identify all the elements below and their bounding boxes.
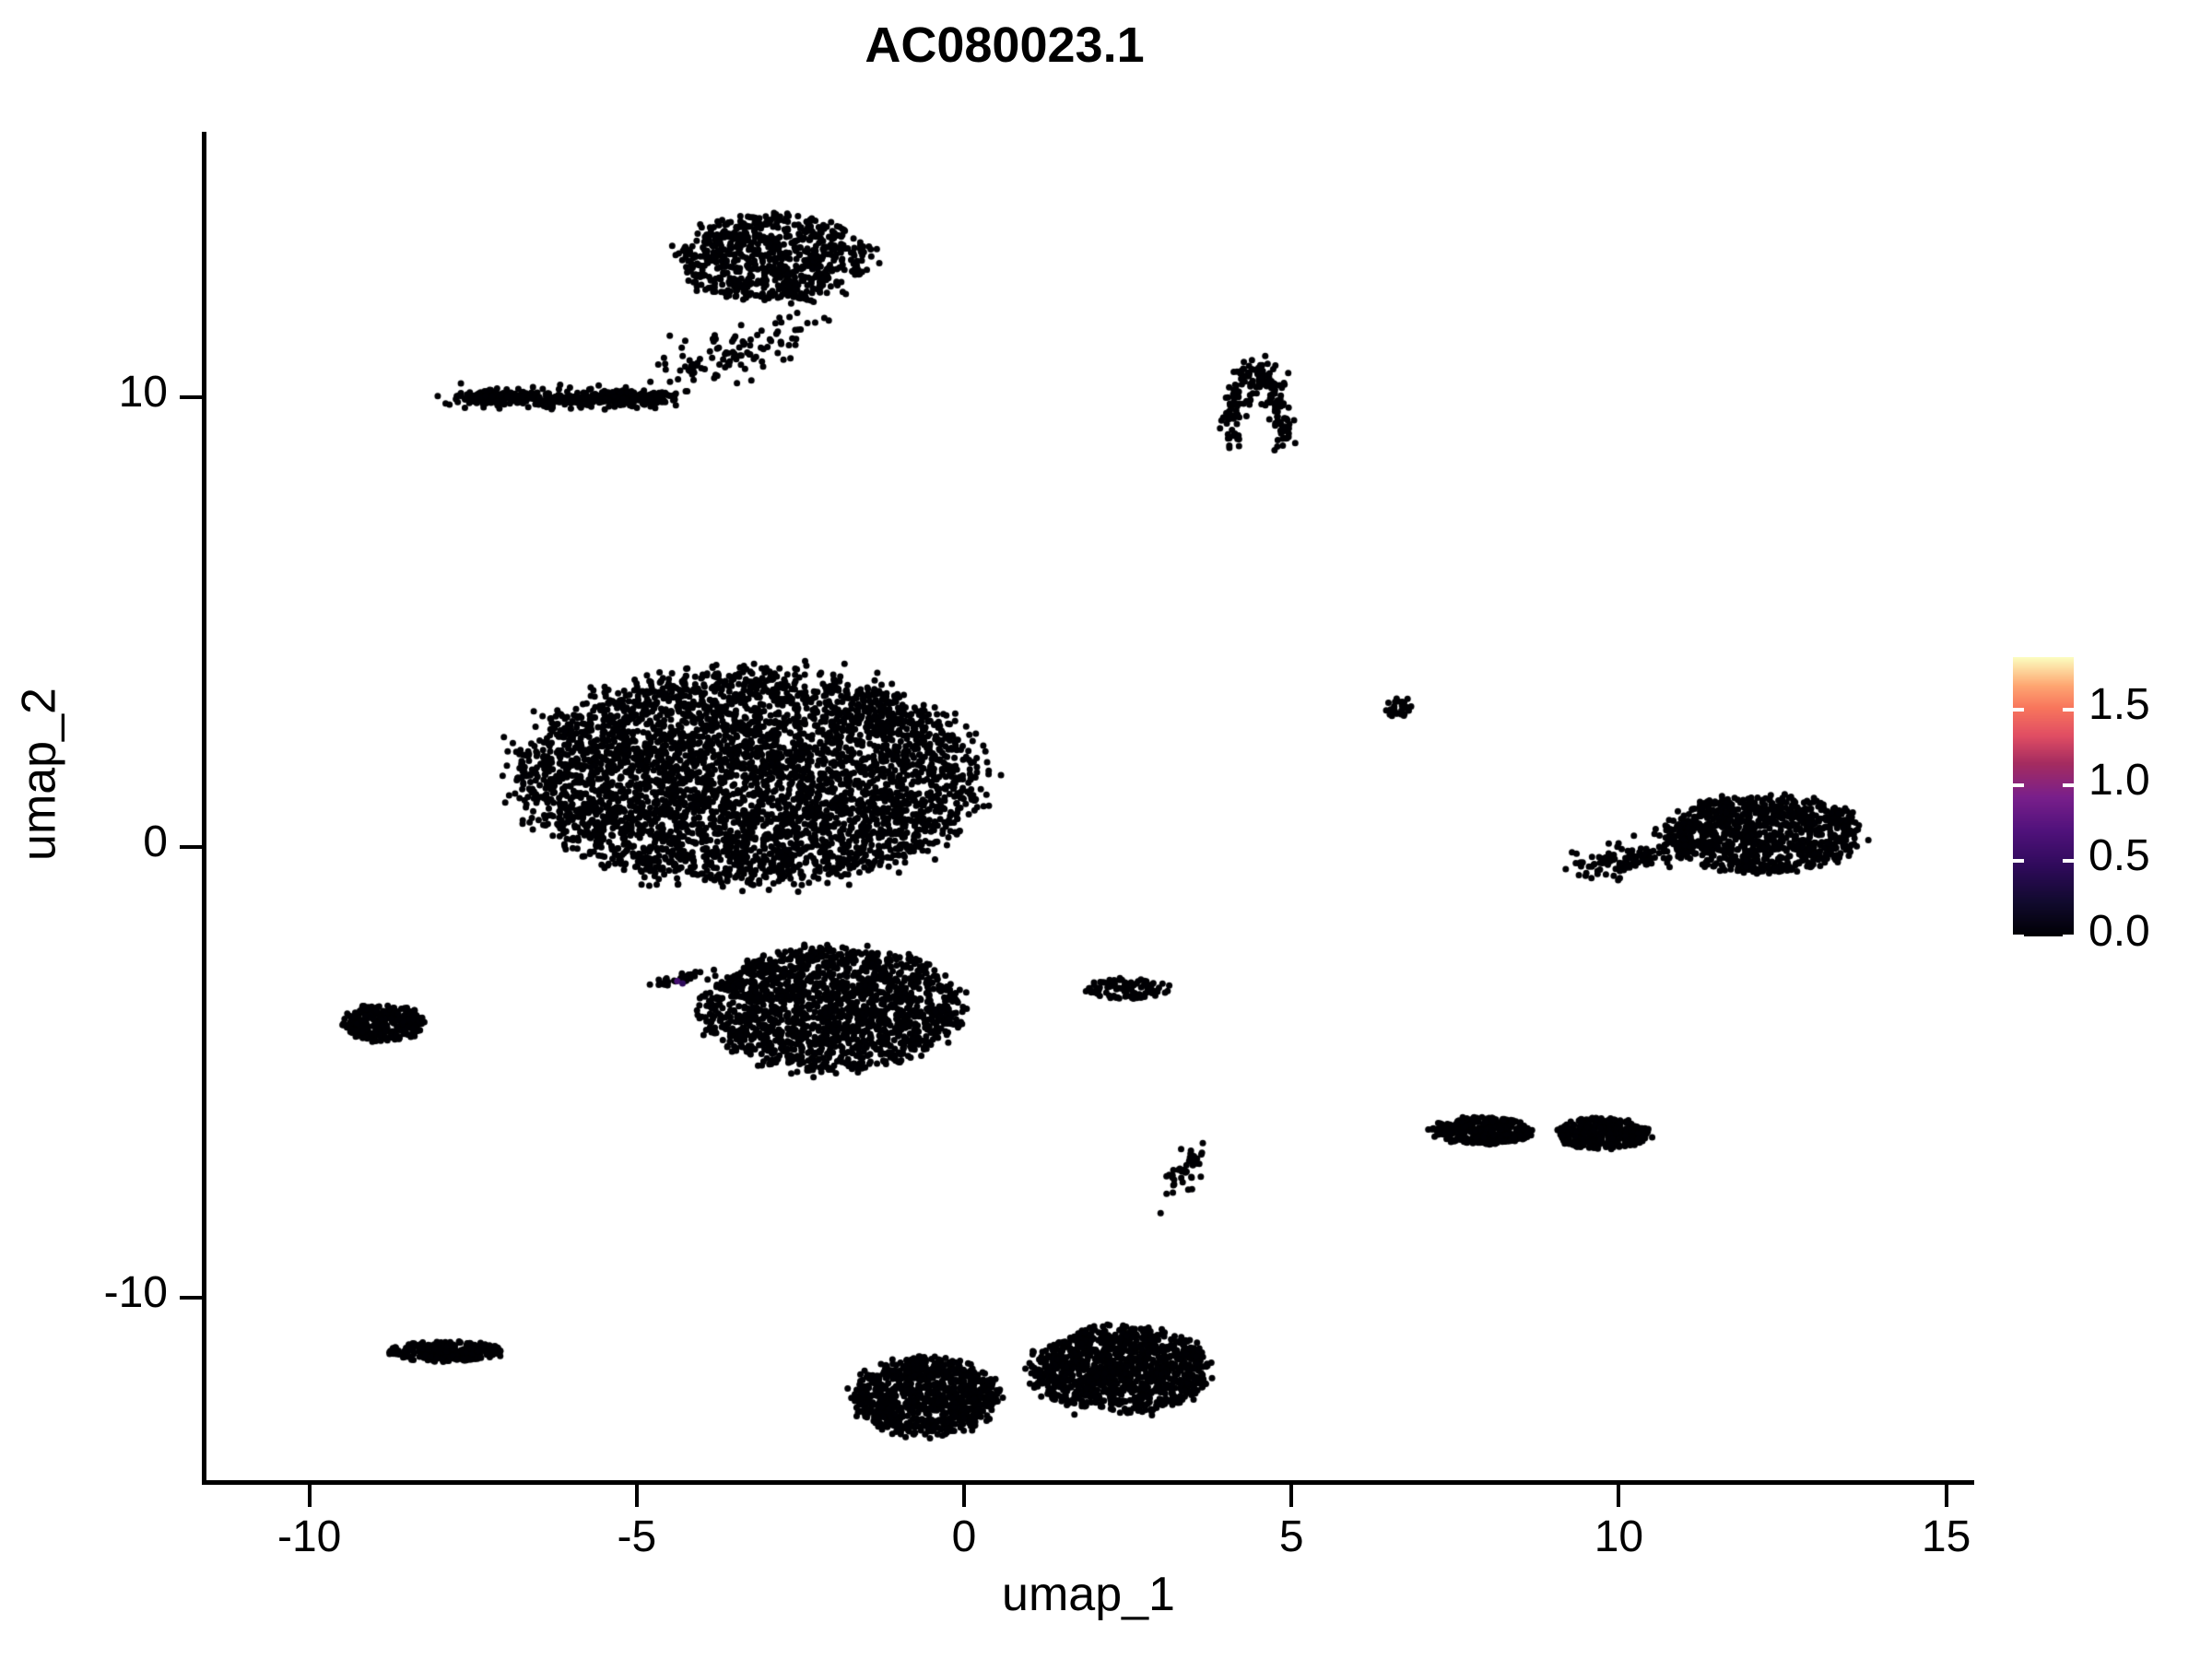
colorbar-tick-mark (2063, 935, 2074, 938)
x-tick-label: -5 (617, 1512, 657, 1561)
colorbar-legend: 0.0 0.5 1.0 1.5 (2013, 657, 2150, 956)
y-tick-mark (180, 845, 202, 850)
x-tick-label: 10 (1594, 1512, 1644, 1561)
colorbar-tick-label: 1.0 (2088, 756, 2150, 806)
colorbar-tick-mark (2063, 859, 2074, 864)
colorbar-tick-label: 1.5 (2088, 680, 2150, 730)
colorbar-tick-mark (2013, 708, 2024, 712)
y-tick-mark (180, 1295, 202, 1300)
colorbar-tick-mark (2063, 708, 2074, 712)
y-tick-label: 10 (118, 368, 168, 418)
plot-panel (205, 132, 1972, 1482)
y-tick-label: 0 (143, 818, 168, 867)
x-tick-mark (962, 1485, 967, 1507)
colorbar-tick-label: 0.0 (2088, 907, 2150, 956)
x-tick-label: 0 (951, 1512, 977, 1561)
scatter-plot-canvas (205, 132, 1972, 1482)
colorbar-tick-mark (2013, 859, 2024, 864)
x-axis-spine (202, 1480, 1974, 1485)
colorbar-tick-mark (2063, 783, 2074, 788)
x-tick-mark (1944, 1485, 1948, 1507)
colorbar-tick-label: 0.5 (2088, 831, 2150, 881)
y-axis-label: umap_2 (12, 688, 66, 861)
y-tick-label: -10 (103, 1267, 168, 1317)
colorbar-gradient (2013, 657, 2074, 936)
colorbar-tick-mark (2013, 935, 2024, 938)
x-tick-mark (634, 1485, 639, 1507)
x-tick-mark (1617, 1485, 1621, 1507)
x-tick-mark (307, 1485, 312, 1507)
colorbar-tick-mark (2013, 783, 2024, 788)
x-tick-label: -10 (276, 1512, 342, 1561)
y-axis-spine (202, 132, 206, 1485)
page-title: AC080023.1 (865, 18, 1145, 73)
x-tick-label: 15 (1921, 1512, 1971, 1561)
x-tick-label: 5 (1278, 1512, 1304, 1561)
x-tick-mark (1289, 1485, 1294, 1507)
y-tick-mark (180, 395, 202, 400)
x-axis-label: umap_1 (1002, 1568, 1175, 1621)
